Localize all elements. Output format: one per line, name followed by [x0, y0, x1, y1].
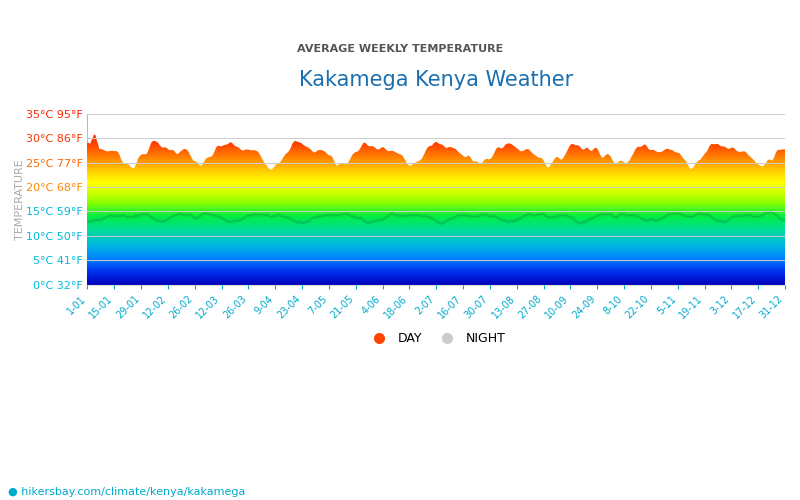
Text: ● hikersbay.com/climate/kenya/kakamega: ● hikersbay.com/climate/kenya/kakamega — [8, 487, 246, 497]
Title: Kakamega Kenya Weather: Kakamega Kenya Weather — [299, 70, 574, 90]
Polygon shape — [87, 114, 785, 170]
Legend: DAY, NIGHT: DAY, NIGHT — [362, 327, 511, 350]
Y-axis label: TEMPERATURE: TEMPERATURE — [15, 159, 25, 240]
Text: AVERAGE WEEKLY TEMPERATURE: AVERAGE WEEKLY TEMPERATURE — [297, 44, 503, 54]
